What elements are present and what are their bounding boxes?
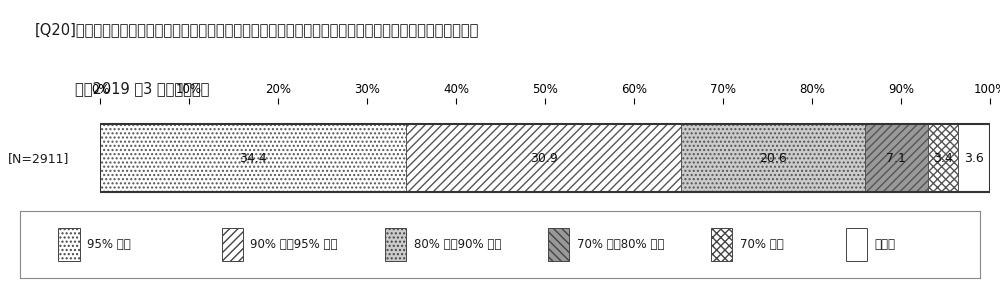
Bar bbox=[222, 228, 243, 261]
Text: 34.4: 34.4 bbox=[239, 151, 267, 165]
Bar bbox=[548, 228, 569, 261]
Bar bbox=[711, 228, 732, 261]
Bar bbox=[865, 124, 928, 192]
Text: [N=2911]: [N=2911] bbox=[7, 151, 69, 165]
Text: 3.4: 3.4 bbox=[933, 151, 953, 165]
Text: 7.1: 7.1 bbox=[886, 151, 906, 165]
Bar bbox=[406, 124, 681, 192]
Text: 70% 以上80% 未満: 70% 以上80% 未満 bbox=[577, 238, 664, 251]
Text: 3.6: 3.6 bbox=[964, 151, 984, 165]
Text: 70% 未満: 70% 未満 bbox=[740, 238, 784, 251]
Bar bbox=[928, 124, 958, 192]
Bar bbox=[846, 228, 867, 261]
Text: 80% 以上90% 未満: 80% 以上90% 未満 bbox=[414, 238, 501, 251]
Text: い（2019 年3 月末時点）。: い（2019 年3 月末時点）。 bbox=[75, 81, 209, 96]
Text: [Q20]貴社が受託管理している物件の入居状況（概算入居率）について、あてはまるものを一つ選んでくださ: [Q20]貴社が受託管理している物件の入居状況（概算入居率）について、あてはまる… bbox=[35, 22, 479, 37]
Bar bbox=[681, 124, 865, 192]
Text: 20.6: 20.6 bbox=[759, 151, 787, 165]
Text: 30.9: 30.9 bbox=[530, 151, 558, 165]
Bar bbox=[100, 124, 406, 192]
Text: 95% 以上: 95% 以上 bbox=[87, 238, 131, 251]
Bar bbox=[100, 124, 990, 192]
Bar bbox=[58, 228, 80, 261]
Bar bbox=[958, 124, 990, 192]
Text: 無回答: 無回答 bbox=[874, 238, 895, 251]
Bar bbox=[385, 228, 406, 261]
Text: 90% 以上95% 未満: 90% 以上95% 未満 bbox=[250, 238, 338, 251]
